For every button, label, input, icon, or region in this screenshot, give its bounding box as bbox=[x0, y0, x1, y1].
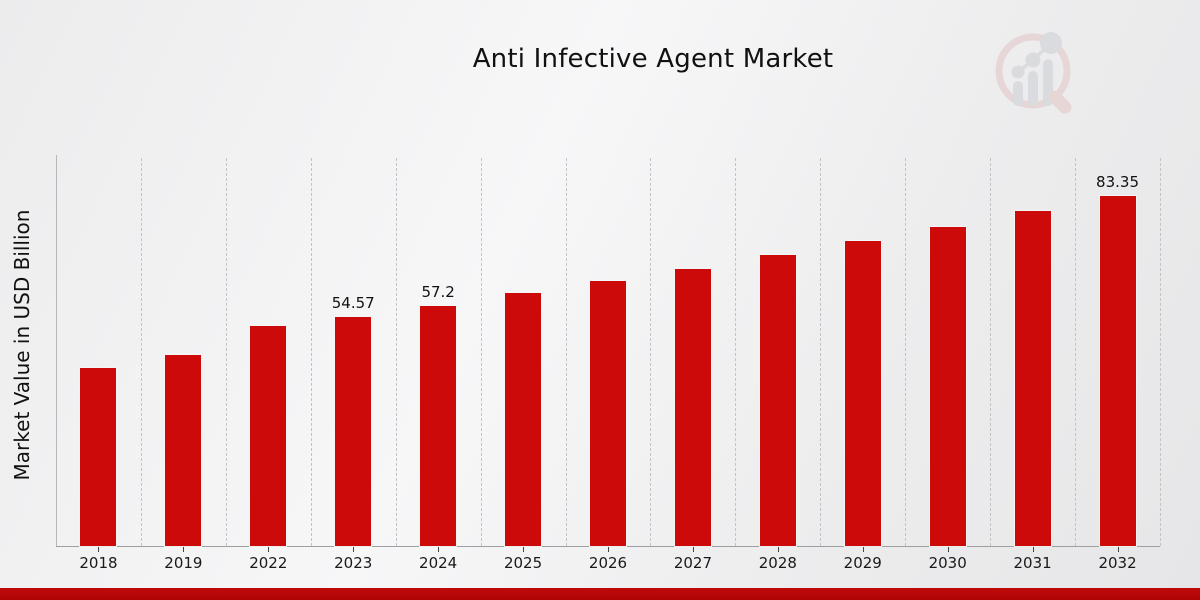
column-gridline bbox=[1160, 158, 1161, 546]
x-axis-tick bbox=[862, 547, 864, 552]
bar bbox=[590, 281, 626, 546]
magnifier-bar-chart-logo-icon bbox=[995, 32, 1072, 114]
x-axis-tick-label: 2023 bbox=[334, 554, 373, 572]
x-axis-tick bbox=[523, 547, 525, 552]
column-gridline bbox=[820, 158, 822, 546]
x-axis-tick-label: 2025 bbox=[503, 554, 543, 572]
x-axis-tick-label: 2029 bbox=[843, 554, 882, 572]
company-logo bbox=[985, 24, 1085, 119]
column-gridline bbox=[650, 158, 652, 546]
x-axis-tick-label: 2018 bbox=[79, 554, 118, 572]
column-gridline bbox=[395, 158, 397, 546]
bar-value-label: 57.2 bbox=[421, 282, 455, 301]
x-axis-tick-label: 2030 bbox=[928, 554, 967, 572]
x-axis-line bbox=[56, 546, 1160, 547]
y-axis-line bbox=[56, 155, 57, 546]
bar bbox=[929, 226, 966, 546]
x-axis-tick bbox=[1117, 547, 1119, 552]
bar-value-label: 83.35 bbox=[1096, 172, 1140, 191]
footer-ribbon bbox=[0, 588, 1200, 600]
x-axis-tick-label: 2027 bbox=[673, 554, 713, 572]
bar bbox=[844, 241, 881, 546]
bar bbox=[1099, 195, 1136, 546]
x-axis-tick bbox=[98, 547, 100, 552]
column-gridline bbox=[1075, 158, 1077, 546]
x-axis-tick bbox=[692, 547, 694, 552]
column-gridline bbox=[565, 158, 567, 546]
x-axis-tick-label: 2026 bbox=[588, 554, 628, 572]
x-axis-tick bbox=[947, 547, 949, 552]
bar bbox=[759, 254, 796, 546]
x-axis-tick bbox=[777, 547, 779, 552]
column-gridline bbox=[480, 158, 482, 546]
bar-value-label: 54.57 bbox=[331, 293, 375, 312]
x-axis-tick-label: 2028 bbox=[758, 554, 797, 572]
column-gridline bbox=[990, 158, 992, 546]
chart-title: Anti Infective Agent Market bbox=[472, 44, 834, 74]
x-axis-tick bbox=[1032, 547, 1034, 552]
x-axis-tick bbox=[183, 547, 185, 552]
bar bbox=[165, 355, 202, 546]
x-axis-tick-label: 2022 bbox=[249, 554, 288, 572]
x-axis-tick bbox=[608, 547, 609, 552]
bar bbox=[80, 368, 117, 546]
bar bbox=[420, 305, 457, 546]
x-axis-tick-label: 2032 bbox=[1098, 554, 1137, 572]
x-axis-tick bbox=[353, 547, 355, 552]
x-axis-tick bbox=[438, 547, 440, 552]
column-gridline bbox=[140, 158, 142, 546]
bar bbox=[335, 316, 372, 546]
bar bbox=[250, 326, 287, 546]
x-axis-tick bbox=[268, 547, 270, 552]
bar bbox=[505, 292, 542, 546]
column-gridline bbox=[310, 158, 312, 546]
x-axis-tick-label: 2031 bbox=[1013, 554, 1052, 572]
column-gridline bbox=[225, 158, 227, 546]
bar bbox=[674, 268, 711, 546]
bar bbox=[1014, 211, 1051, 546]
column-gridline bbox=[905, 158, 907, 546]
x-axis-tick-label: 2024 bbox=[419, 554, 458, 572]
x-axis-tick-label: 2019 bbox=[164, 554, 203, 572]
column-gridline bbox=[735, 158, 737, 546]
